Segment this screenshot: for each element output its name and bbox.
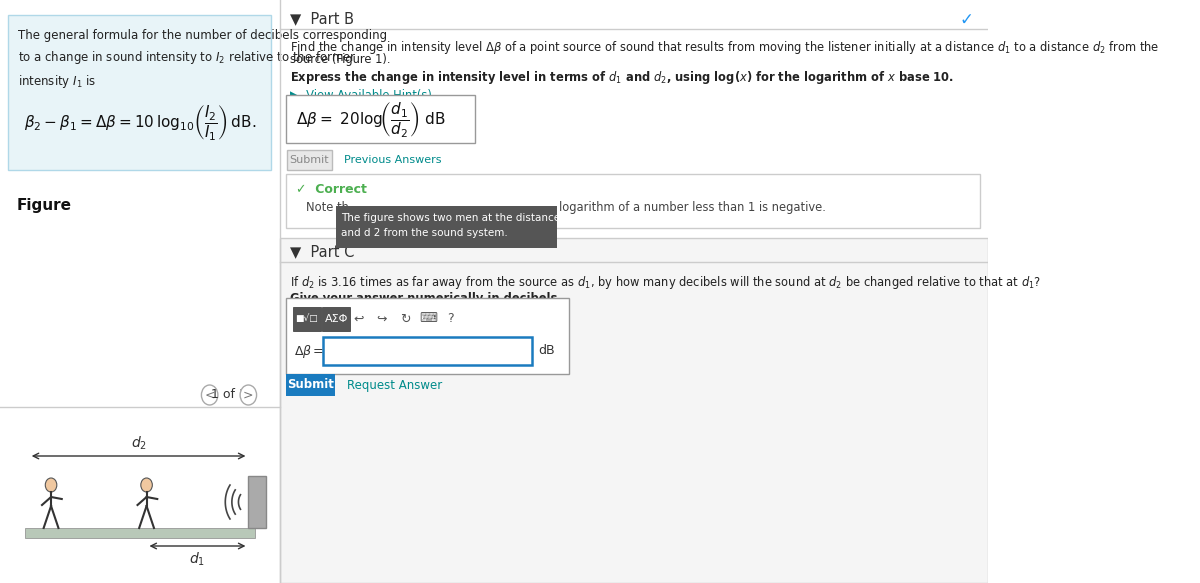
FancyBboxPatch shape (8, 15, 271, 170)
Text: dB: dB (538, 345, 554, 357)
FancyBboxPatch shape (248, 476, 266, 528)
Text: >: > (244, 388, 253, 402)
Text: ΑΣΦ: ΑΣΦ (325, 314, 348, 324)
Text: 1 of 1: 1 of 1 (211, 388, 246, 402)
Text: ↩: ↩ (354, 312, 364, 325)
Text: Request Answer: Request Answer (347, 378, 443, 392)
Text: ▼  Part B: ▼ Part B (289, 11, 354, 26)
Text: logarithm of a number less than 1 is negative.: logarithm of a number less than 1 is neg… (559, 201, 826, 214)
Text: If $d_2$ is 3.16 times as far away from the source as $d_1$, by how many decibel: If $d_2$ is 3.16 times as far away from … (289, 274, 1040, 291)
Circle shape (140, 478, 152, 492)
Text: Give your answer numerically in decibels.: Give your answer numerically in decibels… (289, 292, 562, 305)
Circle shape (240, 385, 257, 405)
Text: ■√□: ■√□ (295, 314, 318, 324)
FancyBboxPatch shape (323, 337, 533, 365)
Text: ↻: ↻ (400, 312, 410, 325)
Text: Previous Answers: Previous Answers (344, 155, 442, 165)
Text: ↪: ↪ (377, 312, 386, 325)
FancyBboxPatch shape (323, 307, 350, 331)
Text: $\Delta\beta =$: $\Delta\beta =$ (294, 342, 328, 360)
Circle shape (202, 385, 218, 405)
Circle shape (46, 478, 56, 492)
Text: $\beta_2 - \beta_1 = \Delta\beta = 10\,\log_{10}\!\left(\dfrac{I_2}{I_1}\right)\: $\beta_2 - \beta_1 = \Delta\beta = 10\,\… (24, 103, 256, 142)
Text: ⌨: ⌨ (419, 312, 437, 325)
Text: Note th: Note th (306, 201, 349, 214)
Text: ▶  View Available Hint(s): ▶ View Available Hint(s) (289, 89, 431, 102)
Text: Submit: Submit (287, 378, 334, 392)
FancyBboxPatch shape (25, 528, 254, 538)
FancyBboxPatch shape (287, 95, 475, 143)
Text: $\Delta\beta = $ 20log$\!\left(\dfrac{d_1}{d_2}\right)$ dB: $\Delta\beta = $ 20log$\!\left(\dfrac{d_… (296, 100, 446, 139)
FancyBboxPatch shape (287, 298, 570, 374)
Text: $d_2$: $d_2$ (131, 434, 146, 452)
FancyBboxPatch shape (287, 374, 335, 396)
Text: Find the change in intensity level $\Delta\beta$ of a point source of sound that: Find the change in intensity level $\Del… (289, 39, 1159, 56)
Text: Figure: Figure (17, 198, 72, 213)
Text: ▼  Part C: ▼ Part C (289, 244, 354, 259)
FancyBboxPatch shape (287, 174, 980, 228)
Text: The general formula for the number of decibels corresponding
to a change in soun: The general formula for the number of de… (18, 29, 388, 90)
Text: and d 2 from the sound system.: and d 2 from the sound system. (341, 228, 508, 238)
FancyBboxPatch shape (287, 150, 331, 170)
Text: Submit: Submit (289, 155, 329, 165)
Text: $d_1$: $d_1$ (190, 551, 205, 568)
Text: ✓: ✓ (960, 11, 973, 29)
Text: source (Figure 1).: source (Figure 1). (289, 53, 390, 66)
Text: ?: ? (448, 312, 455, 325)
FancyBboxPatch shape (293, 307, 320, 331)
FancyBboxPatch shape (280, 238, 988, 583)
Text: ✓  Correct: ✓ Correct (296, 183, 367, 196)
Text: The figure shows two men at the distances of d 1: The figure shows two men at the distance… (341, 213, 599, 223)
Text: Express the change in intensity level in terms of $d_1$ and $d_2$, using log($x$: Express the change in intensity level in… (289, 69, 954, 86)
FancyBboxPatch shape (336, 206, 557, 248)
Text: <: < (204, 388, 215, 402)
